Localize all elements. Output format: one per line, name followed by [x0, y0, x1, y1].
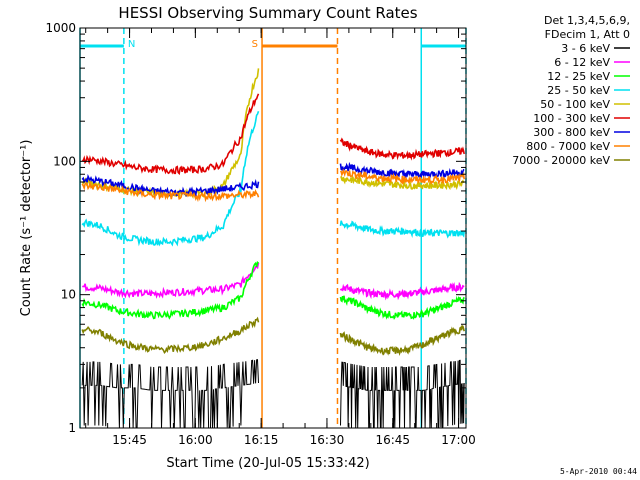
series-800-7000-kev	[81, 168, 465, 203]
legend-header-line-1: Det 1,3,4,5,6,9,	[544, 14, 630, 27]
y-tick-label: 1000	[45, 21, 76, 35]
series-line	[339, 324, 465, 357]
y-tick-label: 1	[68, 421, 76, 435]
series-line	[339, 295, 465, 320]
y-tick-label: 10	[61, 288, 76, 302]
series-line	[81, 316, 260, 355]
marker-label: N	[128, 39, 135, 50]
series-line	[340, 359, 465, 429]
x-axis-label: Start Time (20-Jul-05 15:33:42)	[166, 456, 369, 471]
y-axis: 1 10 100 1000	[45, 21, 466, 435]
series-line	[81, 173, 260, 198]
series-7000-20000-kev	[81, 316, 465, 357]
plot-frame	[79, 27, 467, 429]
series-line	[340, 175, 465, 191]
legend: Det 1,3,4,5,6,9, FDecim 1, Att 0 3 - 6 k…	[512, 14, 630, 167]
legend-label: 25 - 50 keV	[547, 84, 610, 97]
series-line	[81, 110, 260, 247]
y-tick-label: 100	[53, 154, 76, 168]
legend-label: 3 - 6 keV	[561, 42, 610, 55]
series-line	[339, 137, 465, 161]
chart-title: HESSI Observing Summary Count Rates	[118, 4, 417, 22]
x-tick-label: 16:00	[178, 433, 213, 447]
x-tick-label: 16:45	[375, 433, 410, 447]
legend-label: 6 - 12 keV	[554, 56, 610, 69]
generation-timestamp: 5-Apr-2010 00:44	[560, 467, 637, 476]
x-tick-label: 16:15	[244, 433, 279, 447]
series-line	[81, 180, 260, 203]
series-line	[339, 168, 465, 185]
legend-label: 50 - 100 keV	[540, 98, 610, 111]
x-tick-label: 17:00	[441, 433, 476, 447]
x-tick-label: 15:45	[112, 433, 147, 447]
series-line	[339, 220, 465, 239]
marker-S: S	[252, 28, 339, 428]
series-line	[81, 261, 259, 320]
x-axis: 15:45 16:00 16:15 16:30 16:45 17:00	[85, 28, 476, 447]
series-line	[81, 93, 260, 176]
series-100-300-kev	[81, 93, 465, 176]
series-6-12-kev	[82, 262, 465, 301]
y-axis-label: Count Rate (s⁻¹ detector⁻¹)	[19, 140, 34, 317]
x-tick-label: 16:30	[310, 433, 345, 447]
series-12-25-kev	[81, 261, 465, 320]
series-line	[339, 281, 465, 301]
legend-label: 7000 - 20000 keV	[512, 154, 610, 167]
legend-label: 100 - 300 keV	[533, 112, 610, 125]
legend-label: 800 - 7000 keV	[526, 140, 610, 153]
series-25-50-kev	[81, 110, 465, 247]
legend-header-line-2: FDecim 1, Att 0	[545, 28, 630, 41]
legend-label: 300 - 800 keV	[533, 126, 610, 139]
series-line	[82, 262, 260, 299]
legend-label: 12 - 25 keV	[547, 70, 610, 83]
marker-label: S	[252, 39, 258, 50]
